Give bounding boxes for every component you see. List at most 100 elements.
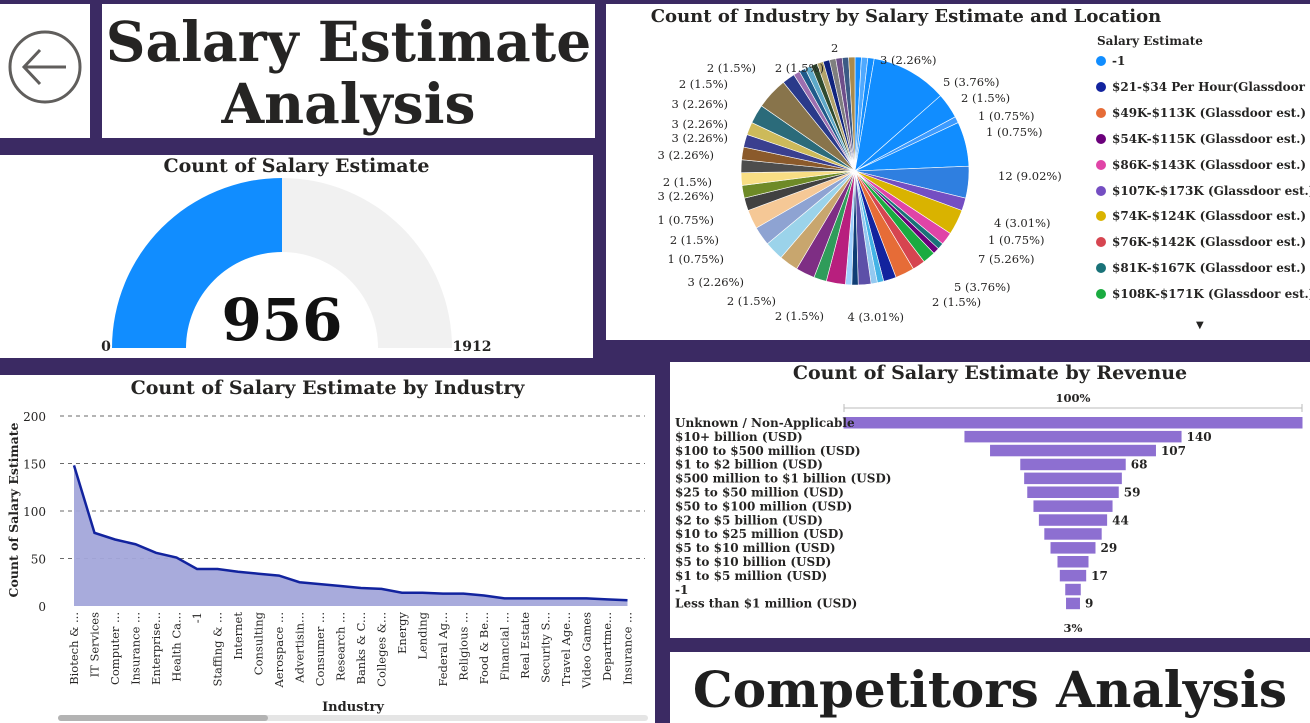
funnel-category-label: $500 million to $1 billion (USD) [675, 472, 891, 486]
legend-label: $107K-$173K (Glassdoor est.) [1112, 183, 1310, 198]
competitors-title: Competitors Analysis [692, 660, 1288, 719]
funnel-bar [843, 417, 1303, 429]
legend-item[interactable]: $74K-$124K (Glassdoor est.) [1096, 209, 1306, 229]
x-tick-label: Lending [416, 611, 430, 659]
funnel-bar [1050, 542, 1096, 554]
funnel-value-label: 9 [1085, 597, 1093, 611]
legend-item[interactable]: $54K-$115K (Glassdoor est.) [1096, 132, 1306, 152]
funnel-bar [1066, 597, 1080, 610]
x-axis-title: Industry [322, 700, 384, 715]
funnel-bar [1020, 458, 1126, 471]
legend-item[interactable]: $21-$34 Per Hour(Glassdoor ... [1096, 80, 1310, 100]
legend-item[interactable]: -1 [1096, 54, 1125, 74]
funnel-category-label: $2 to $5 billion (USD) [675, 513, 823, 527]
funnel-bar [1033, 500, 1113, 512]
funnel-category-label: $5 to $10 billion (USD) [675, 555, 831, 569]
pie-slice-label: 3 (2.26%) [672, 97, 728, 111]
page-title-line2: Analysis [221, 71, 476, 136]
horizontal-scrollbar[interactable] [58, 715, 648, 721]
funnel-category-label: Unknown / Non-Applicable [675, 416, 855, 430]
pie-slice-label: 5 (3.76%) [954, 280, 1010, 294]
legend-label: $74K-$124K (Glassdoor est.) [1112, 209, 1307, 224]
legend-dot [1096, 133, 1106, 144]
funnel-category-label: $50 to $100 million (USD) [675, 499, 852, 513]
pie-slice-label: 1 (0.75%) [988, 233, 1044, 247]
industry-chart-title: Count of Salary Estimate by Industry [130, 377, 525, 399]
gauge-panel: Count of Salary Estimate 956 0 1912 [0, 155, 593, 358]
pie-slice-label: 1 (0.75%) [668, 252, 724, 266]
legend-label: $49K-$113K (Glassdoor est.) [1112, 105, 1307, 120]
pie-panel: Count of Industry by Salary Estimate and… [606, 4, 1310, 340]
x-tick-label: -1 [190, 612, 204, 623]
pie-slice-label: 3 (2.26%) [672, 117, 728, 131]
legend-item[interactable]: $108K-$171K (Glassdoor est.) [1096, 287, 1310, 307]
industry-area-chart: 0 50 100 150 200 Biotech & ... IT Services Comp… [6, 410, 645, 715]
legend-dot [1096, 289, 1106, 300]
industry-chart-panel: Count of Salary Estimate by Industry 0 50… [0, 375, 655, 723]
arrow-left-circle-icon[interactable] [6, 28, 84, 106]
legend-dot [1096, 211, 1106, 222]
legend-item[interactable]: $81K-$167K (Glassdoor est.) [1096, 261, 1306, 281]
pie-slice-label: 2 (1.5%) [961, 91, 1010, 105]
gauge-chart: 956 0 1912 [101, 178, 491, 355]
pie-slice-label: 3 (2.26%) [658, 148, 714, 162]
back-panel [0, 4, 90, 138]
pie-slice-label: 2 [831, 41, 838, 55]
legend-dot [1096, 263, 1106, 274]
x-tick-label: Insurance ... [129, 612, 143, 685]
funnel-bar [1059, 569, 1087, 582]
gauge-min-label: 0 [101, 339, 111, 355]
x-tick-label: Energy [395, 612, 409, 654]
funnel-bar [990, 444, 1156, 457]
x-tick-label: Biotech & ... [67, 612, 81, 685]
pie-slice-label: 7 (5.26%) [978, 252, 1034, 266]
pie-slice-label: 2 (1.5%) [707, 61, 756, 75]
funnel-bar [1038, 514, 1108, 526]
funnel-top-percent: 100% [1056, 391, 1091, 405]
revenue-funnel-chart: 100% Unknown / Non-Applicable$10+ billion… [675, 391, 1303, 635]
area-fill [74, 465, 628, 606]
x-tick-label: Advertisin... [293, 612, 307, 684]
legend-label: -1 [1112, 54, 1126, 68]
x-tick-label: Insurance ... [621, 612, 635, 685]
y-tick-label: 100 [23, 505, 46, 519]
pie-slice-label: 1 (0.75%) [978, 109, 1034, 123]
legend-item[interactable]: $76K-$142K (Glassdoor est.) [1096, 235, 1306, 255]
legend-dot [1096, 237, 1106, 248]
legend-label: $86K-$143K (Glassdoor est.) [1112, 157, 1307, 172]
x-tick-label: Consulting [252, 611, 266, 675]
pie-slice-label: 5 (3.76%) [943, 75, 999, 89]
x-tick-label: Colleges &... [375, 612, 389, 687]
legend-dot [1096, 81, 1106, 92]
pie-slice [854, 58, 942, 172]
pie-slice-label: 3 (2.26%) [672, 131, 728, 145]
pie-slice-label: 2 (1.5%) [775, 309, 824, 323]
funnel-category-label: $1 to $5 million (USD) [675, 569, 827, 583]
funnel-value-label: 68 [1131, 458, 1148, 472]
legend-item[interactable]: $86K-$143K (Glassdoor est.) [1096, 158, 1306, 178]
scrollbar-thumb[interactable] [58, 715, 268, 721]
funnel-bar [1027, 486, 1119, 498]
x-tick-label: Real Estate [518, 612, 532, 679]
legend-more-icon[interactable]: ▼ [1196, 320, 1204, 331]
y-tick-label: 200 [23, 410, 46, 424]
x-tick-label: Video Games [580, 612, 594, 689]
funnel-value-label: 17 [1091, 569, 1108, 583]
x-tick-label: Federal Ag... [436, 612, 450, 687]
x-tick-label: Security S... [539, 612, 553, 683]
funnel-category-label: $25 to $50 million (USD) [675, 486, 844, 500]
legend-dot [1096, 56, 1106, 66]
legend-item[interactable]: $107K-$173K (Glassdoor est.) [1096, 184, 1310, 204]
pie-slice-label: 2 (1.5%) [679, 77, 728, 91]
legend-item[interactable]: $49K-$113K (Glassdoor est.) [1096, 106, 1306, 126]
funnel-bar [964, 430, 1182, 443]
x-tick-label: Consumer ... [313, 612, 327, 686]
legend-label: $81K-$167K (Glassdoor est.) [1112, 261, 1307, 276]
gauge-fill [112, 178, 282, 348]
funnel-category-label: $100 to $500 million (USD) [675, 444, 861, 458]
funnel-bar [1065, 583, 1081, 596]
x-tick-label: Internet [231, 612, 245, 660]
legend-label: $21-$34 Per Hour(Glassdoor ... [1112, 79, 1310, 94]
pie-slice-label: 2 (1.5%) [670, 233, 719, 247]
x-tick-label: Enterprise... [149, 612, 163, 685]
